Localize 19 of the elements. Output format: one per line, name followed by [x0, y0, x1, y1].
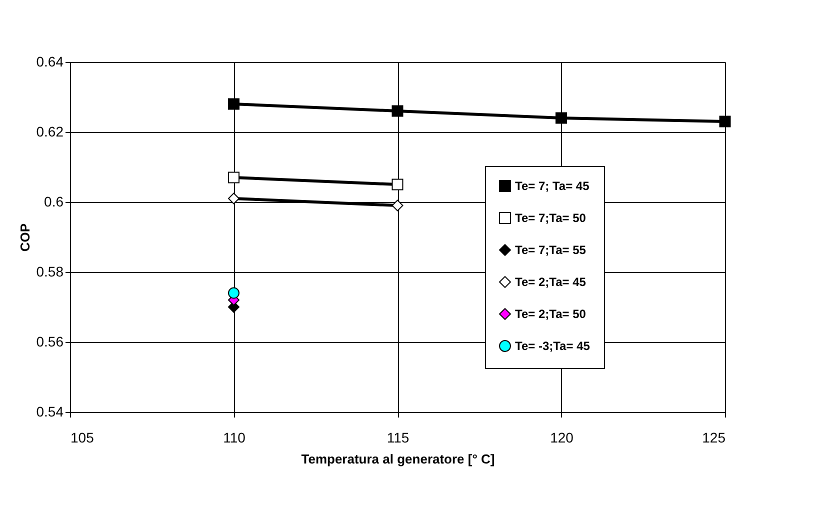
- y-tick-label: 0.64: [36, 54, 64, 70]
- y-tick-label: 0.6: [44, 194, 64, 210]
- x-tick-label: 115: [386, 430, 410, 446]
- legend-label: Te= 2;Ta= 45: [515, 275, 586, 289]
- legend-label: Te= 7;Ta= 55: [515, 243, 586, 257]
- legend-label: Te= 7; Ta= 45: [515, 179, 590, 193]
- legend-label: Te= -3;Ta= 45: [515, 339, 590, 353]
- x-tick-label: 110: [223, 430, 246, 446]
- x-axis-title: Temperatura al generatore [° C]: [301, 452, 495, 466]
- y-tick-label: 0.62: [36, 124, 64, 140]
- y-tick-label: 0.54: [36, 404, 64, 420]
- legend-label: Te= 2;Ta= 50: [515, 307, 586, 321]
- x-tick-label: 125: [702, 430, 726, 446]
- y-axis-title: COP: [17, 223, 32, 252]
- x-tick-label: 105: [70, 430, 94, 446]
- legend-label: Te= 7;Ta= 50: [515, 211, 586, 225]
- y-tick-label: 0.58: [36, 264, 64, 280]
- y-tick-label: 0.56: [36, 334, 64, 350]
- x-tick-label: 120: [550, 430, 574, 446]
